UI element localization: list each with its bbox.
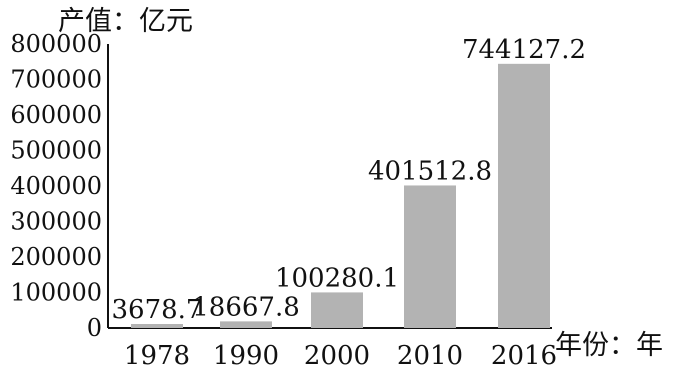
y-tick-label: 200000 xyxy=(10,243,102,271)
x-axis-title: 年份：年 xyxy=(555,330,663,361)
y-tick-label: 300000 xyxy=(10,208,102,236)
bar-2010 xyxy=(404,185,456,328)
bar-2000 xyxy=(311,292,363,328)
x-tick-label: 2016 xyxy=(491,341,557,371)
data-label: 401512.8 xyxy=(368,156,492,186)
y-tick-labels: 0 100000 200000 300000 400000 500000 600000 700… xyxy=(10,30,102,342)
x-tick-label: 2010 xyxy=(397,341,463,371)
y-tick-label: 600000 xyxy=(10,101,102,129)
data-label: 100280.1 xyxy=(275,263,399,293)
y-tick-label: 700000 xyxy=(10,66,102,94)
x-tick-label: 2000 xyxy=(304,341,370,371)
y-tick-label: 400000 xyxy=(10,172,102,200)
y-tick-label: 100000 xyxy=(10,279,102,307)
x-tick-label: 1990 xyxy=(213,341,279,371)
y-tick-label: 500000 xyxy=(10,137,102,165)
y-tick-label: 800000 xyxy=(10,30,102,58)
bar-1990 xyxy=(220,321,272,328)
x-tick-labels: 1978 1990 2000 2010 2016 xyxy=(124,341,557,371)
data-label: 744127.2 xyxy=(462,35,586,65)
y-tick-label: 0 xyxy=(87,314,102,342)
data-label: 3678.7 xyxy=(112,295,203,325)
bar-2016 xyxy=(498,63,550,329)
y-axis-title: 产值：亿元 xyxy=(58,6,193,37)
x-tick-label: 1978 xyxy=(124,341,190,371)
data-label: 18667.8 xyxy=(192,292,300,322)
bar-1978 xyxy=(131,324,183,328)
bars xyxy=(131,63,550,329)
